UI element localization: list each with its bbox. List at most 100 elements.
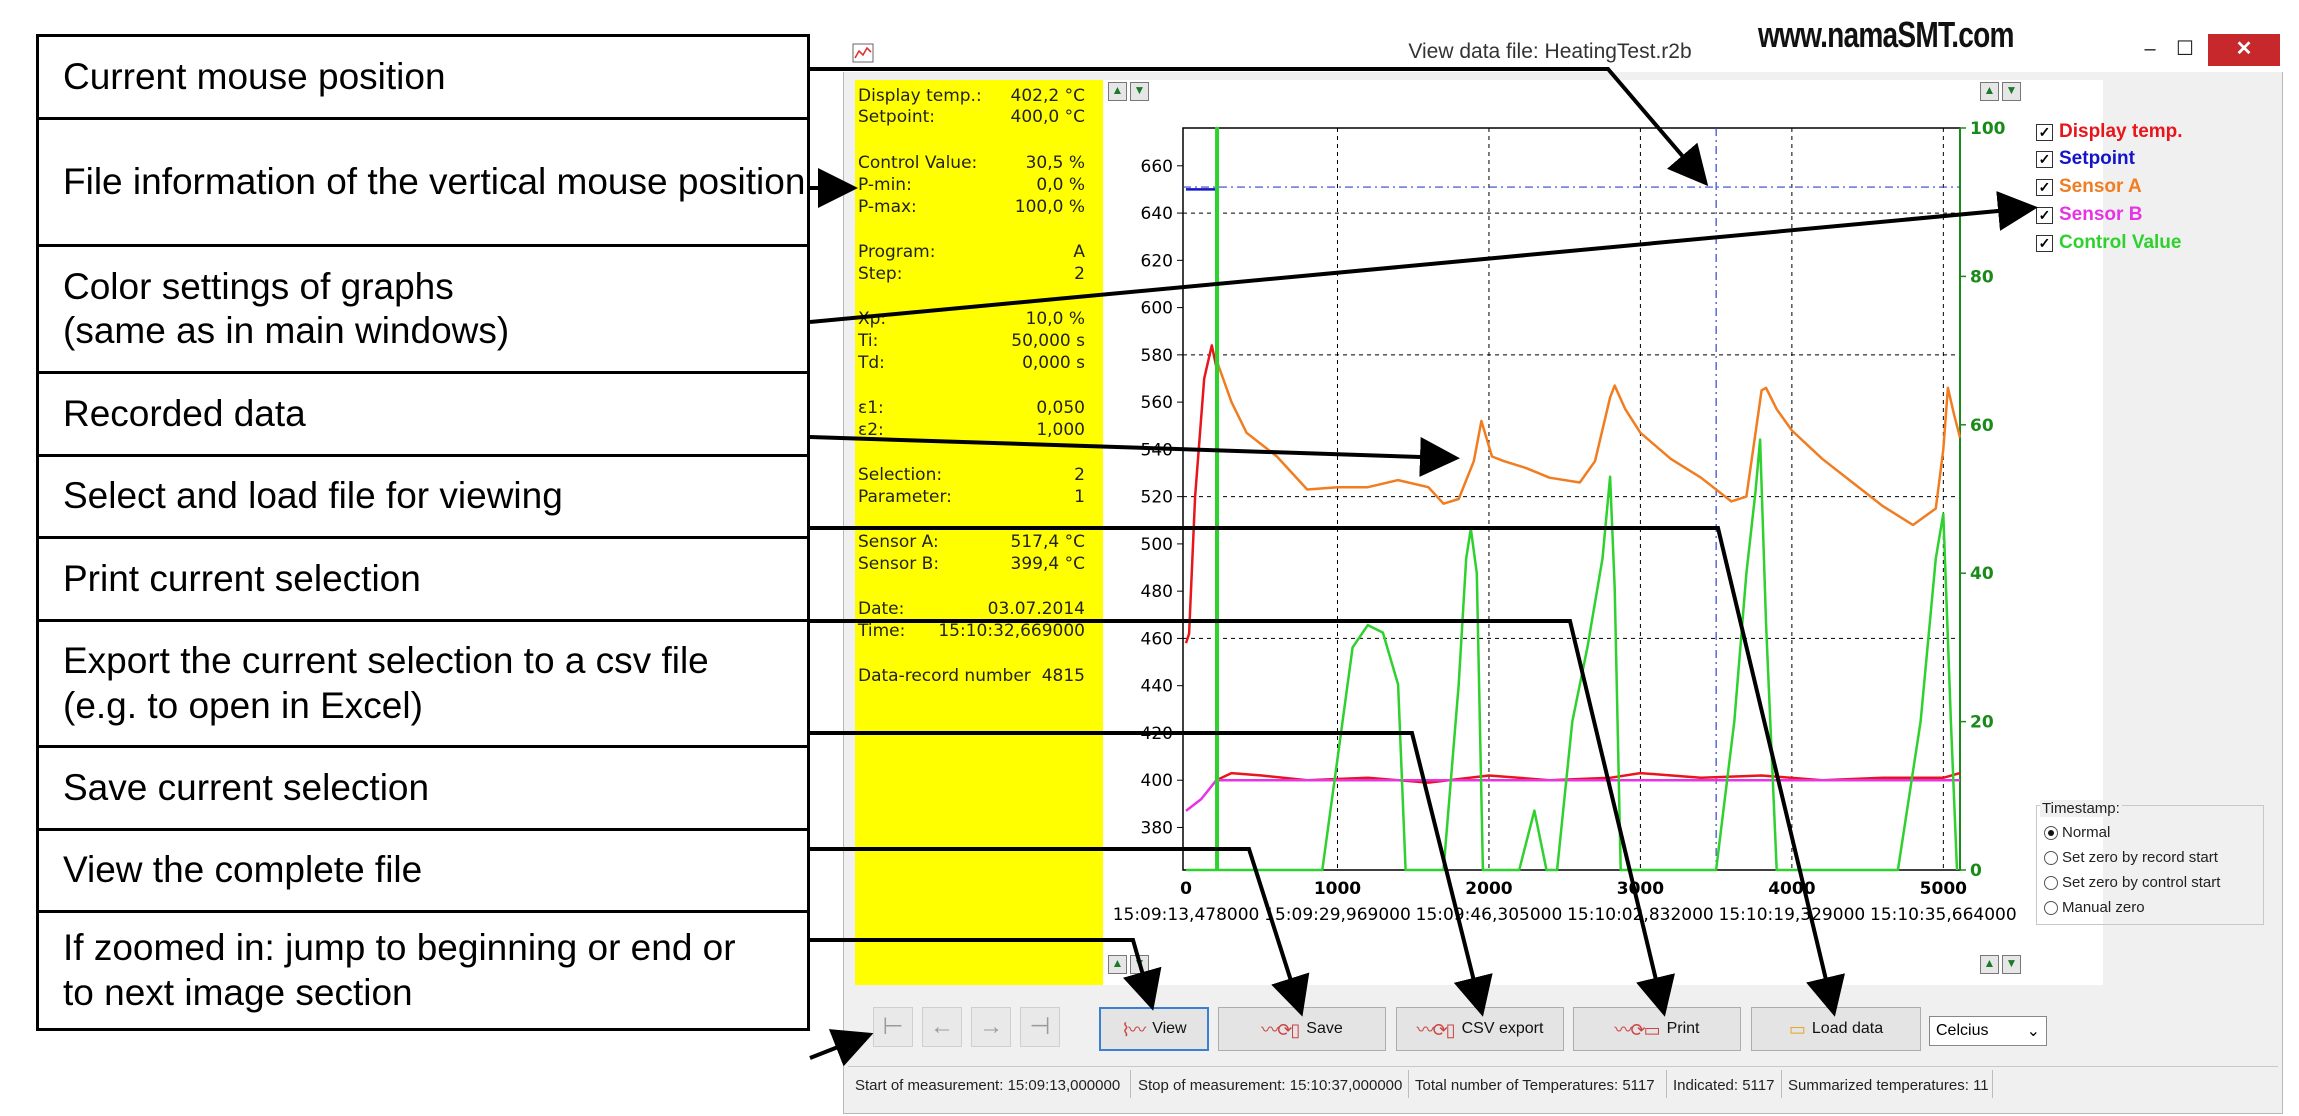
callout-file-information: File information of the vertical mouse p… [39,120,807,247]
scroll-down-icon[interactable]: ▼ [2002,955,2021,974]
callout-recorded-data: Recorded data [39,374,807,457]
radio-normal[interactable]: Normal [2044,824,2110,841]
legend-control-value[interactable]: ✓ Control Value [2036,232,2181,254]
x-time-label: 15:09:13,478000 [1113,905,1260,925]
radio-zero-control-start[interactable]: Set zero by control start [2044,874,2220,891]
x-tick-label: 0 [1180,879,1192,899]
x-time-label: 15:09:29,969000 [1264,905,1411,925]
y-left-tick-label: 400 [1141,771,1173,791]
x-tick-label: 1000 [1314,879,1361,899]
jump-first-button[interactable]: ⊢ [873,1007,913,1047]
jump-next-button[interactable]: → [971,1007,1011,1047]
scroll-down-icon[interactable]: ▼ [1130,955,1149,974]
callout-list: Current mouse position File information … [36,34,810,1031]
callout-load-file: Select and load file for viewing [39,457,807,539]
y-left-tick-label: 540 [1141,440,1173,460]
maximize-button[interactable]: ☐ [2176,38,2194,60]
checkbox[interactable]: ✓ [2036,206,2053,224]
y-left-tick-label: 480 [1141,582,1173,602]
y-left-tick-label: 500 [1141,535,1173,555]
y-left-tick-label: 640 [1141,204,1173,224]
jump-last-button[interactable]: ⊣ [1020,1007,1060,1047]
legend-sensor-b[interactable]: ✓ Sensor B [2036,204,2142,226]
scroll-up-icon[interactable]: ▲ [1980,955,1999,974]
checkbox[interactable]: ✓ [2036,234,2053,252]
y-left-tick-label: 600 [1141,299,1173,319]
load-data-button[interactable]: ▭ Load data [1751,1007,1921,1051]
unit-select[interactable]: Celcius ⌄ [1929,1016,2047,1046]
jump-previous-button[interactable]: ← [922,1007,962,1047]
x-time-label: 15:10:35,664000 [1870,905,2017,925]
legend-sensor-a[interactable]: ✓ Sensor A [2036,176,2142,198]
status-summarized: Summarized temperatures: 11 [1788,1077,1989,1094]
y-left-tick-label: 420 [1141,724,1173,744]
legend-label: Sensor A [2059,176,2142,197]
folder-icon: ▭ [1788,1018,1806,1039]
view-button[interactable]: ⌇〰 View [1099,1007,1209,1051]
status-separator [1992,1070,1993,1098]
radio-icon[interactable] [2044,875,2058,890]
radio-manual-zero[interactable]: Manual zero [2044,899,2145,916]
x-time-label: 15:09:46,305000 [1416,905,1563,925]
y-right-tick-label: 0 [1970,861,1982,881]
minimize-button[interactable]: – [2144,38,2156,60]
callout-print: Print current selection [39,539,807,622]
legend-label: Control Value [2059,232,2182,253]
status-total: Total number of Temperatures: 5117 [1415,1077,1655,1094]
zoom-save-icon: 〰⟳▯ [1261,1020,1300,1040]
save-button[interactable]: 〰⟳▯ Save [1218,1007,1386,1051]
y-left-tick-label: 580 [1141,346,1173,366]
scroll-up-icon[interactable]: ▲ [1980,82,1999,101]
app-icon [852,43,874,63]
status-bar [848,1066,2278,1104]
y-right-tick-label: 100 [1970,119,2006,139]
callout-csv-export: Export the current selection to a csv fi… [39,622,807,748]
y-left-tick-label: 520 [1141,488,1173,508]
legend-display-temp[interactable]: ✓ Display temp. [2036,121,2183,143]
scroll-down-icon[interactable]: ▼ [1130,82,1149,101]
y-left-tick-label: 380 [1141,818,1173,838]
checkbox[interactable]: ✓ [2036,123,2053,141]
plot-frame [1182,127,1961,871]
status-separator [1666,1070,1667,1098]
x-tick-label: 5000 [1920,879,1967,899]
scale-arrows-left-bottom: ▲ ▼ [1108,955,1149,974]
timestamp-title: Timestamp: [2040,800,2122,817]
legend-label: Display temp. [2059,121,2183,142]
chart-line-icon: ⌇〰 [1121,1020,1146,1040]
scroll-up-icon[interactable]: ▲ [1108,82,1127,101]
scroll-down-icon[interactable]: ▼ [2002,82,2021,101]
series-line-sensor-a [1215,359,1962,527]
status-start: Start of measurement: 15:09:13,000000 [855,1077,1121,1094]
x-time-label: 15:10:19,329000 [1719,905,1866,925]
callout-save: Save current selection [39,748,807,831]
y-right-tick-label: 60 [1970,416,1994,436]
callout-navigation: If zoomed in: jump to beginning or end o… [63,927,736,1013]
radio-zero-record-start[interactable]: Set zero by record start [2044,849,2218,866]
close-button[interactable]: ✕ [2208,34,2280,66]
timestamp-group [2036,805,2264,925]
zoom-csv-icon: 〰⟳▯ [1416,1020,1456,1040]
legend-label: Sensor B [2059,204,2143,225]
radio-icon[interactable] [2044,850,2058,865]
brand-watermark: www.namaSMT.com [1758,14,2014,55]
y-left-tick-label: 660 [1141,157,1173,177]
radio-selected-icon[interactable] [2044,825,2058,840]
checkbox[interactable]: ✓ [2036,150,2053,168]
radio-icon[interactable] [2044,900,2058,915]
legend-setpoint[interactable]: ✓ Setpoint [2036,148,2135,170]
y-right-tick-label: 20 [1970,713,1994,733]
status-stop: Stop of measurement: 15:10:37,000000 [1138,1077,1403,1094]
y-left-tick-label: 620 [1141,251,1173,271]
print-button[interactable]: 〰⟳▭ Print [1573,1007,1741,1051]
status-separator [1130,1070,1131,1098]
x-tick-label: 3000 [1617,879,1664,899]
checkbox[interactable]: ✓ [2036,178,2053,196]
y-left-tick-label: 460 [1141,629,1173,649]
scroll-up-icon[interactable]: ▲ [1108,955,1127,974]
status-indicated: Indicated: 5117 [1673,1077,1775,1094]
y-right-tick-label: 80 [1970,267,1994,287]
x-time-label: 15:10:02,832000 [1567,905,1714,925]
csv-export-button[interactable]: 〰⟳▯ CSV export [1396,1007,1564,1051]
